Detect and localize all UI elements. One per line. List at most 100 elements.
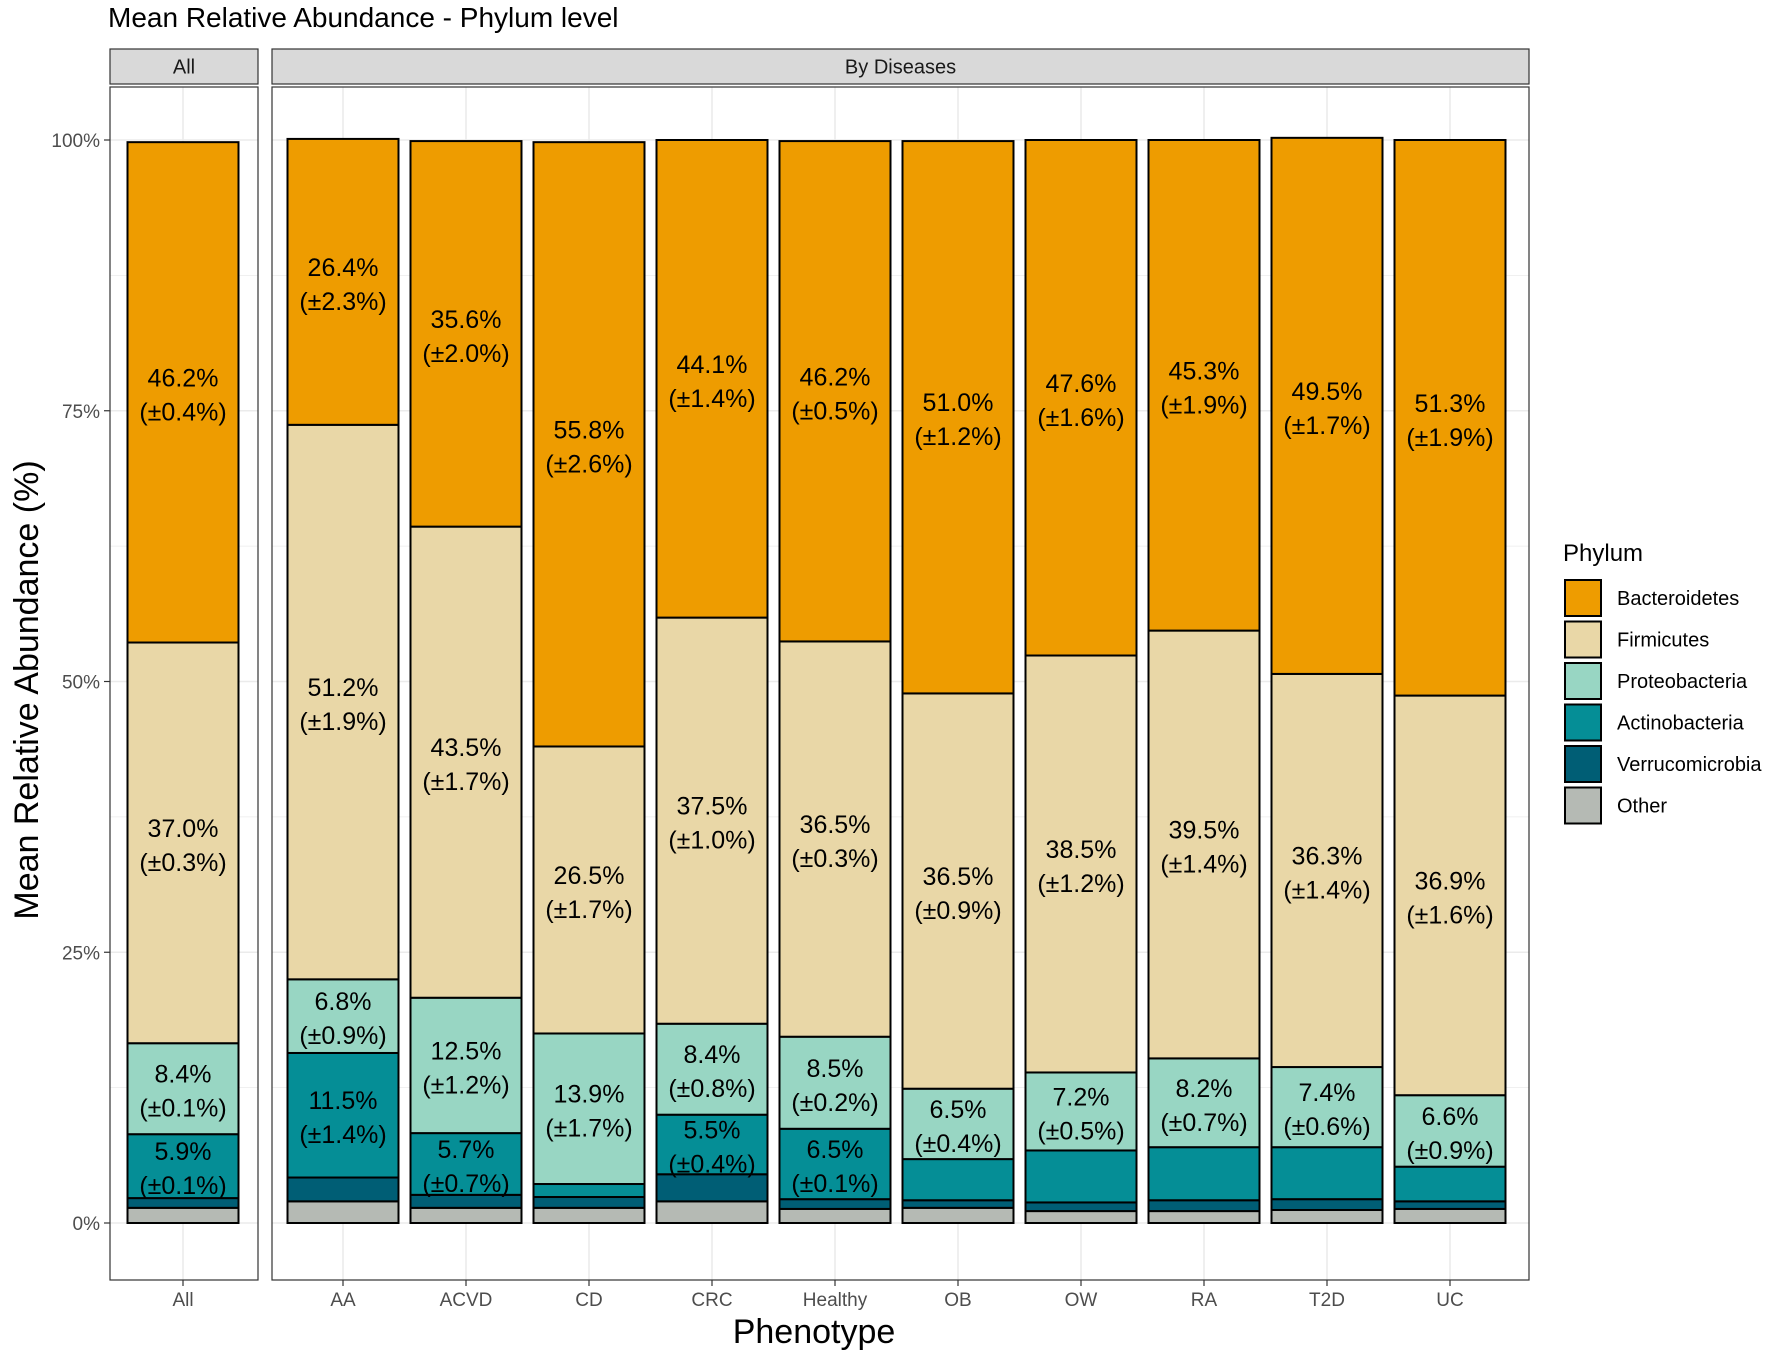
bar-segment-acvd-firmicutes bbox=[409, 525, 523, 999]
data-label: 46.2% (±0.4%) bbox=[139, 364, 226, 426]
data-label: 7.4% (±0.6%) bbox=[1283, 1079, 1370, 1141]
data-label: 5.9% (±0.1%) bbox=[139, 1138, 226, 1200]
legend-swatch-firmicutes bbox=[1564, 620, 1602, 659]
data-label: 51.0% (±1.2%) bbox=[914, 389, 1001, 451]
bar-segment-ow-other bbox=[1024, 1210, 1138, 1225]
bar-segment-aa-firmicutes bbox=[286, 423, 400, 981]
bar-segment-ra-firmicutes bbox=[1147, 629, 1261, 1060]
bar-segment-uc-actinobacteria bbox=[1393, 1165, 1507, 1203]
data-label: 13.9% (±1.7%) bbox=[545, 1081, 632, 1143]
data-label: 5.7% (±0.7%) bbox=[422, 1136, 509, 1198]
bar-segment-ob-actinobacteria bbox=[901, 1158, 1015, 1202]
data-label: 47.6% (±1.6%) bbox=[1037, 370, 1124, 432]
bar-segment-ow-firmicutes bbox=[1024, 654, 1138, 1074]
bar-segment-uc-verrucomicrobia bbox=[1393, 1200, 1507, 1210]
bar-segment-t2d-other bbox=[1270, 1209, 1384, 1225]
x-tick-label: CRC bbox=[691, 1290, 732, 1311]
legend-swatch-verrucomicrobia bbox=[1564, 745, 1602, 783]
bar-segment-ra-actinobacteria bbox=[1147, 1146, 1261, 1202]
x-tick-label: T2D bbox=[1309, 1290, 1345, 1311]
data-label: 6.6% (±0.9%) bbox=[1406, 1103, 1493, 1165]
bar-segment-uc-proteobacteria bbox=[1393, 1094, 1507, 1168]
bar-segment-ob-other bbox=[901, 1206, 1015, 1225]
bar-segment-acvd-bacteroidetes bbox=[409, 140, 523, 528]
data-label: 51.3% (±1.9%) bbox=[1406, 390, 1493, 452]
legend-label-bacteroidetes: Bacteroidetes bbox=[1617, 588, 1739, 610]
x-tick-label: RA bbox=[1191, 1290, 1218, 1311]
facet-strip-label: All bbox=[173, 57, 195, 79]
bar-segment-t2d-verrucomicrobia bbox=[1270, 1198, 1384, 1212]
bar-segment-t2d-bacteroidetes bbox=[1270, 136, 1384, 675]
legend-label-verrucomicrobia: Verrucomicrobia bbox=[1617, 754, 1762, 776]
x-tick-label: OW bbox=[1065, 1290, 1098, 1311]
y-tick-label: 0% bbox=[73, 1214, 101, 1235]
x-tick-label: All bbox=[172, 1290, 193, 1311]
bar-segment-uc-other bbox=[1393, 1207, 1507, 1225]
bar-segment-all-actinobacteria bbox=[126, 1133, 240, 1200]
facet-strip bbox=[109, 48, 259, 85]
bar-segment-aa-verrucomicrobia bbox=[286, 1176, 400, 1203]
data-label: 7.2% (±0.5%) bbox=[1037, 1083, 1124, 1145]
y-axis-title: Mean Relative Abundance (%) bbox=[8, 460, 46, 919]
legend-swatch-other bbox=[1564, 786, 1602, 825]
bar-segment-cd-proteobacteria bbox=[532, 1032, 646, 1186]
bar-segment-healthy-firmicutes bbox=[778, 640, 892, 1038]
data-label: 8.4% (±0.1%) bbox=[139, 1061, 226, 1123]
y-tick-label: 75% bbox=[62, 402, 100, 423]
bar-segment-ra-verrucomicrobia bbox=[1147, 1199, 1261, 1213]
data-label: 5.5% (±0.4%) bbox=[668, 1116, 755, 1178]
bar-segment-t2d-actinobacteria bbox=[1270, 1146, 1384, 1201]
bar-segment-cd-other bbox=[532, 1206, 646, 1225]
panel-border bbox=[109, 86, 259, 1281]
data-label: 46.2% (±0.5%) bbox=[791, 363, 878, 425]
y-tick-label: 25% bbox=[62, 943, 100, 964]
data-label: 6.5% (±0.4%) bbox=[914, 1096, 1001, 1158]
bar-segment-aa-proteobacteria bbox=[286, 978, 400, 1054]
bar-segment-crc-bacteroidetes bbox=[655, 139, 769, 619]
legend-swatch-proteobacteria bbox=[1564, 662, 1602, 700]
x-tick-label: Healthy bbox=[803, 1290, 868, 1311]
bar-segment-ra-other bbox=[1147, 1210, 1261, 1225]
bar-segment-ob-firmicutes bbox=[901, 692, 1015, 1090]
bar-segment-cd-actinobacteria bbox=[532, 1183, 646, 1199]
bar-segment-crc-firmicutes bbox=[655, 616, 769, 1025]
data-label: 8.4% (±0.8%) bbox=[668, 1041, 755, 1103]
bar-segment-crc-other bbox=[655, 1200, 769, 1224]
bar-segment-aa-bacteroidetes bbox=[286, 137, 400, 426]
bar-segment-healthy-bacteroidetes bbox=[778, 140, 892, 643]
data-label: 12.5% (±1.2%) bbox=[422, 1037, 509, 1099]
bar-segment-acvd-other bbox=[409, 1206, 523, 1225]
data-label: 44.1% (±1.4%) bbox=[668, 351, 755, 413]
data-label: 55.8% (±2.6%) bbox=[545, 416, 632, 478]
data-label: 26.5% (±1.7%) bbox=[545, 862, 632, 924]
legend-swatch-actinobacteria bbox=[1564, 703, 1602, 742]
x-tick-label: ACVD bbox=[440, 1290, 493, 1311]
legend-label-actinobacteria: Actinobacteria bbox=[1617, 713, 1745, 735]
data-label: 39.5% (±1.4%) bbox=[1160, 816, 1247, 878]
data-label: 36.5% (±0.3%) bbox=[791, 811, 878, 873]
data-label: 11.5% (±1.4%) bbox=[299, 1087, 386, 1149]
bar-segment-t2d-proteobacteria bbox=[1270, 1066, 1384, 1149]
bar-segment-crc-verrucomicrobia bbox=[655, 1173, 769, 1203]
bar-segment-aa-actinobacteria bbox=[286, 1051, 400, 1179]
data-label: 51.2% (±1.9%) bbox=[299, 674, 386, 736]
bar-segment-uc-bacteroidetes bbox=[1393, 139, 1507, 697]
data-label: 38.5% (±1.2%) bbox=[1037, 836, 1124, 898]
y-tick-label: 100% bbox=[51, 131, 100, 152]
bar-segment-ow-actinobacteria bbox=[1024, 1149, 1138, 1204]
bar-segment-healthy-verrucomicrobia bbox=[778, 1198, 892, 1210]
x-tick-label: OB bbox=[944, 1290, 971, 1311]
data-label: 43.5% (±1.7%) bbox=[422, 734, 509, 796]
bar-segment-cd-firmicutes bbox=[532, 745, 646, 1035]
facet-panel-by-diseases: By Diseases 11.5% (±1.4%) 6.8% (±0.9%) 51.2%(… bbox=[271, 48, 1530, 1311]
bar-segment-aa-other bbox=[286, 1200, 400, 1224]
bar-segment-healthy-other bbox=[778, 1207, 892, 1225]
x-tick-label: AA bbox=[330, 1290, 356, 1311]
data-label: 36.3% (±1.4%) bbox=[1283, 842, 1370, 904]
bar-segment-cd-bacteroidetes bbox=[532, 141, 646, 748]
bar-segment-t2d-firmicutes bbox=[1270, 672, 1384, 1069]
bar-segment-healthy-proteobacteria bbox=[778, 1035, 892, 1130]
bar-segment-ow-bacteroidetes bbox=[1024, 139, 1138, 657]
facet-strip-label: By Diseases bbox=[845, 57, 956, 79]
